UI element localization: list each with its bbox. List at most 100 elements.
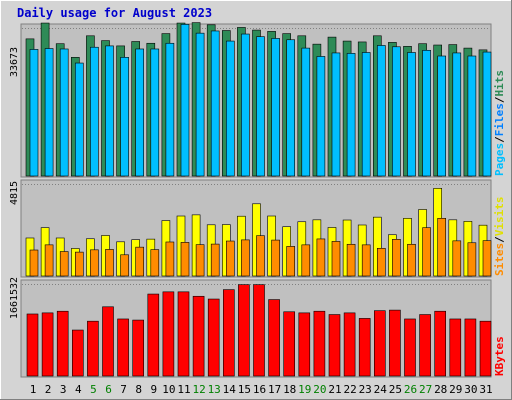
sites-bar-day-9 — [150, 249, 160, 277]
files-bar-day-19 — [301, 47, 311, 177]
files-bar-day-6 — [105, 45, 114, 177]
day-label-18: 18 — [283, 383, 296, 396]
sites-bar-day-11 — [180, 242, 190, 277]
legend-visits: Visits — [493, 197, 506, 237]
kbytes-bar-day-12 — [192, 295, 205, 377]
files-bar-day-17 — [271, 38, 280, 177]
legend-pages: Pages — [493, 143, 506, 176]
files-bar-day-29 — [452, 52, 462, 177]
day-label-24: 24 — [374, 383, 388, 396]
files-bar-day-24 — [376, 45, 386, 177]
day-label-16: 16 — [253, 383, 266, 396]
files-bar-day-4 — [75, 62, 84, 177]
files-bar-day-7 — [120, 57, 129, 177]
kbytes-bar-day-5 — [87, 320, 99, 377]
day-label-2: 2 — [45, 383, 52, 396]
files-bar-day-5 — [90, 46, 99, 177]
day-label-19: 19 — [298, 383, 311, 396]
middle-ymax-label: 4815 — [9, 181, 20, 205]
kbytes-bar-day-7 — [117, 318, 129, 377]
kbytes-bar-day-9 — [147, 293, 160, 377]
day-label-3: 3 — [60, 383, 67, 396]
day-label-21: 21 — [328, 383, 341, 396]
kbytes-bar-day-20 — [313, 310, 326, 377]
sites-bar-day-4 — [75, 251, 84, 277]
kbytes-bar-day-22 — [343, 312, 356, 377]
files-bar-day-16 — [256, 36, 265, 177]
day-label-13: 13 — [208, 383, 221, 396]
kbytes-bar-day-1 — [26, 313, 39, 377]
sites-bar-day-13 — [210, 243, 220, 277]
kbytes-bar-day-31 — [479, 320, 492, 377]
sites-bar-day-19 — [301, 244, 311, 277]
kbytes-bar-day-16 — [253, 284, 265, 377]
kbytes-bar-day-25 — [389, 309, 401, 377]
top-legend: Pages/Files/Hits — [493, 70, 506, 176]
sites-bar-day-23 — [361, 244, 371, 277]
day-label-11: 11 — [177, 383, 190, 396]
sites-bar-day-17 — [271, 239, 280, 277]
legend-kbytes: KBytes — [493, 336, 506, 376]
files-bar-day-22 — [346, 53, 356, 177]
day-label-5: 5 — [90, 383, 97, 396]
bottom-legend: KBytes — [493, 336, 506, 376]
sites-bar-day-16 — [256, 235, 265, 277]
sites-bar-day-10 — [165, 241, 175, 277]
legend-files: Files — [493, 103, 506, 136]
kbytes-bar-day-17 — [268, 299, 280, 377]
kbytes-bar-day-27 — [419, 314, 431, 377]
bottom-ymax-label: 1661532 — [9, 277, 20, 319]
day-label-20: 20 — [313, 383, 326, 396]
kbytes-bar-day-29 — [449, 318, 462, 377]
files-bar-day-14 — [226, 40, 235, 177]
day-label-28: 28 — [434, 383, 447, 396]
day-label-22: 22 — [343, 383, 356, 396]
day-label-1: 1 — [30, 383, 37, 396]
sites-bar-day-12 — [195, 244, 205, 277]
legend-hits: Hits — [493, 70, 506, 97]
kbytes-bar-day-24 — [373, 310, 386, 377]
middle-legend: Sites/Visits — [493, 197, 506, 277]
sites-bar-day-26 — [407, 243, 416, 277]
day-label-29: 29 — [449, 383, 462, 396]
bars-group — [25, 22, 492, 377]
files-bar-day-3 — [59, 48, 69, 177]
kbytes-bar-day-18 — [283, 311, 296, 377]
sites-bar-day-18 — [286, 246, 296, 277]
sites-bar-day-29 — [452, 240, 462, 277]
sites-bar-day-25 — [392, 239, 401, 277]
day-label-26: 26 — [404, 383, 417, 396]
sites-bar-day-6 — [105, 249, 114, 277]
sites-bar-day-8 — [135, 246, 144, 277]
day-label-4: 4 — [75, 383, 82, 396]
sites-bar-day-1 — [29, 249, 39, 277]
sites-bar-day-7 — [120, 254, 129, 277]
sites-bar-day-20 — [316, 238, 326, 277]
kbytes-bar-day-13 — [207, 298, 220, 377]
files-bar-day-21 — [331, 52, 341, 177]
day-label-6: 6 — [105, 383, 112, 396]
files-bar-day-15 — [241, 33, 250, 177]
kbytes-bar-day-2 — [41, 312, 54, 377]
day-label-23: 23 — [359, 383, 372, 396]
day-label-8: 8 — [135, 383, 142, 396]
files-bar-day-23 — [361, 52, 371, 177]
files-bar-day-1 — [29, 49, 39, 177]
files-bar-day-9 — [150, 48, 160, 177]
kbytes-bar-day-14 — [223, 289, 235, 377]
files-bar-day-10 — [165, 42, 175, 177]
files-bar-day-13 — [210, 30, 220, 177]
sites-bar-day-28 — [437, 217, 447, 277]
files-bar-day-26 — [407, 52, 416, 177]
day-label-12: 12 — [192, 383, 205, 396]
kbytes-bar-day-15 — [238, 284, 250, 377]
files-bar-day-28 — [437, 55, 447, 177]
files-bar-day-18 — [286, 39, 296, 177]
files-bar-day-11 — [180, 24, 190, 177]
sites-bar-day-30 — [467, 242, 477, 277]
kbytes-bar-day-30 — [464, 318, 477, 377]
legend-sites: Sites — [493, 243, 506, 276]
files-bar-day-27 — [422, 49, 431, 177]
files-bar-day-8 — [135, 48, 144, 177]
